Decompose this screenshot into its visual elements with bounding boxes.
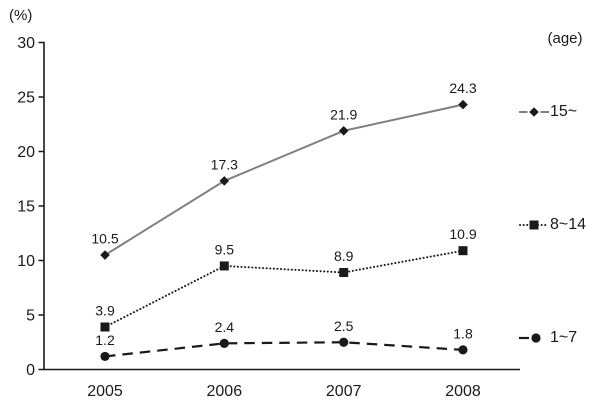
series-15~: 10.5 17.3 21.9 24.3 [91, 80, 477, 260]
diamond-marker [458, 99, 468, 110]
x-category-label: 2005 [87, 383, 123, 400]
y-tick-label: 0 [26, 362, 35, 379]
diamond-marker [219, 176, 230, 186]
diamond-marker [100, 250, 110, 260]
square-marker [100, 322, 110, 332]
legend-title: (age) [547, 30, 583, 47]
y-tick-label: 20 [17, 144, 35, 161]
square-marker [219, 261, 229, 271]
circle-marker [531, 333, 541, 343]
data-label: 1.2 [95, 332, 115, 348]
legend-label-15plus: 15~ [550, 103, 578, 120]
series-line [104, 249, 464, 328]
data-label: 2.4 [215, 319, 235, 335]
data-label: 10.9 [449, 226, 476, 242]
y-tick-label: 5 [26, 308, 35, 325]
square-marker [529, 220, 539, 230]
series-8~14: 3.9 9.5 8.9 10.9 [95, 226, 477, 332]
y-tick-label: 30 [17, 35, 35, 52]
circle-marker [219, 338, 229, 348]
y-tick-label: 10 [17, 253, 35, 270]
circle-marker [100, 351, 110, 362]
y-axis-unit-label: (%) [9, 7, 33, 24]
data-label: 10.5 [91, 231, 118, 247]
square-marker [339, 267, 349, 277]
data-label: 17.3 [211, 156, 238, 172]
x-category-label: 2006 [207, 383, 243, 400]
legend-item-15plus: 15~ [519, 102, 577, 122]
data-label: 21.9 [330, 106, 357, 122]
series-line [104, 341, 464, 358]
legend-label-8-14: 8~14 [550, 216, 587, 233]
square-dotted-line-legend-icon [519, 220, 549, 230]
legend-label-1-7: 1~7 [550, 329, 578, 346]
data-label: 1.8 [453, 325, 473, 341]
data-label: 8.9 [334, 248, 354, 264]
circle-dashed-line-legend-icon [519, 333, 541, 343]
series-1~7: 1.2 2.4 2.5 1.8 [95, 318, 473, 362]
diamond-line-legend-icon [519, 107, 549, 117]
diamond-marker [529, 107, 539, 117]
series-line [104, 103, 464, 256]
data-label: 3.9 [95, 302, 115, 318]
legend-item-8-14: 8~14 [519, 215, 586, 235]
data-label: 24.3 [449, 80, 476, 96]
y-tick-label: 25 [17, 90, 35, 107]
diamond-marker [338, 125, 349, 136]
data-label: 2.5 [334, 318, 354, 334]
square-marker [458, 246, 468, 256]
x-category-label: 2007 [326, 383, 362, 400]
x-category-label: 2008 [445, 383, 481, 400]
circle-marker [339, 337, 349, 347]
y-tick-label: 15 [17, 199, 35, 216]
circle-marker [458, 345, 468, 355]
legend-item-1-7: 1~7 [519, 328, 577, 348]
data-label: 9.5 [215, 241, 235, 257]
